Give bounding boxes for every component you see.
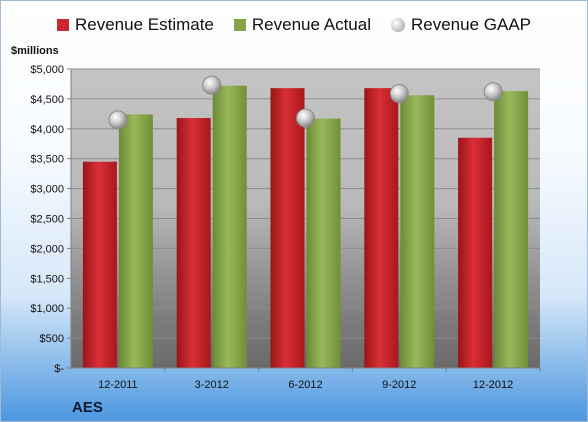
bar-revenue-estimate: [270, 88, 305, 369]
marker-revenue-gaap: [296, 108, 315, 128]
y-tick-label: $1,000: [30, 303, 64, 315]
bar-revenue-estimate: [82, 161, 117, 368]
legend-item-gaap: Revenue GAAP: [390, 15, 531, 35]
marker-revenue-gaap: [108, 110, 128, 130]
legend-swatch-actual: [233, 19, 246, 31]
bar-revenue-actual: [306, 118, 341, 368]
bar-revenue-estimate: [364, 88, 399, 369]
legend-swatch-estimate: [56, 19, 69, 31]
marker-revenue-gaap: [202, 75, 222, 95]
y-tick-label: $500: [40, 333, 64, 345]
legend: Revenue Estimate Revenue Actual Revenue …: [1, 15, 587, 35]
y-tick-label: $4,000: [30, 124, 64, 136]
marker-revenue-gaap: [389, 84, 409, 104]
company-label: AES: [72, 399, 103, 416]
y-tick-label: $4,500: [30, 94, 64, 106]
x-tick-label: 3-2012: [195, 379, 229, 391]
bar-revenue-estimate: [176, 118, 211, 368]
units-label: $millions: [11, 45, 59, 57]
x-tick-label: 12-2012: [473, 379, 513, 391]
legend-item-estimate: Revenue Estimate: [56, 15, 214, 35]
y-tick-label: $5,000: [30, 64, 64, 76]
y-tick-label: $2,500: [30, 214, 64, 226]
y-tick-label: $2,000: [30, 243, 64, 255]
marker-revenue-gaap: [483, 82, 503, 102]
legend-label-gaap: Revenue GAAP: [410, 15, 531, 34]
y-tick-label: $-: [54, 363, 64, 375]
bar-revenue-actual: [400, 95, 435, 368]
legend-label-estimate: Revenue Estimate: [74, 15, 214, 34]
x-tick-label: 6-2012: [288, 379, 322, 391]
y-tick-label: $1,500: [30, 273, 64, 285]
legend-item-actual: Revenue Actual: [233, 15, 371, 35]
y-tick-label: $3,000: [30, 184, 64, 196]
legend-label-actual: Revenue Actual: [251, 15, 371, 34]
x-tick-label: 9-2012: [382, 379, 416, 391]
bar-revenue-estimate: [458, 137, 493, 368]
y-tick-label: $3,500: [30, 154, 64, 166]
x-tick-label: 12-2011: [98, 379, 138, 391]
bar-revenue-actual: [494, 91, 529, 368]
bar-revenue-actual: [212, 85, 247, 368]
bar-revenue-actual: [118, 114, 153, 368]
legend-swatch-gaap: [390, 18, 405, 32]
